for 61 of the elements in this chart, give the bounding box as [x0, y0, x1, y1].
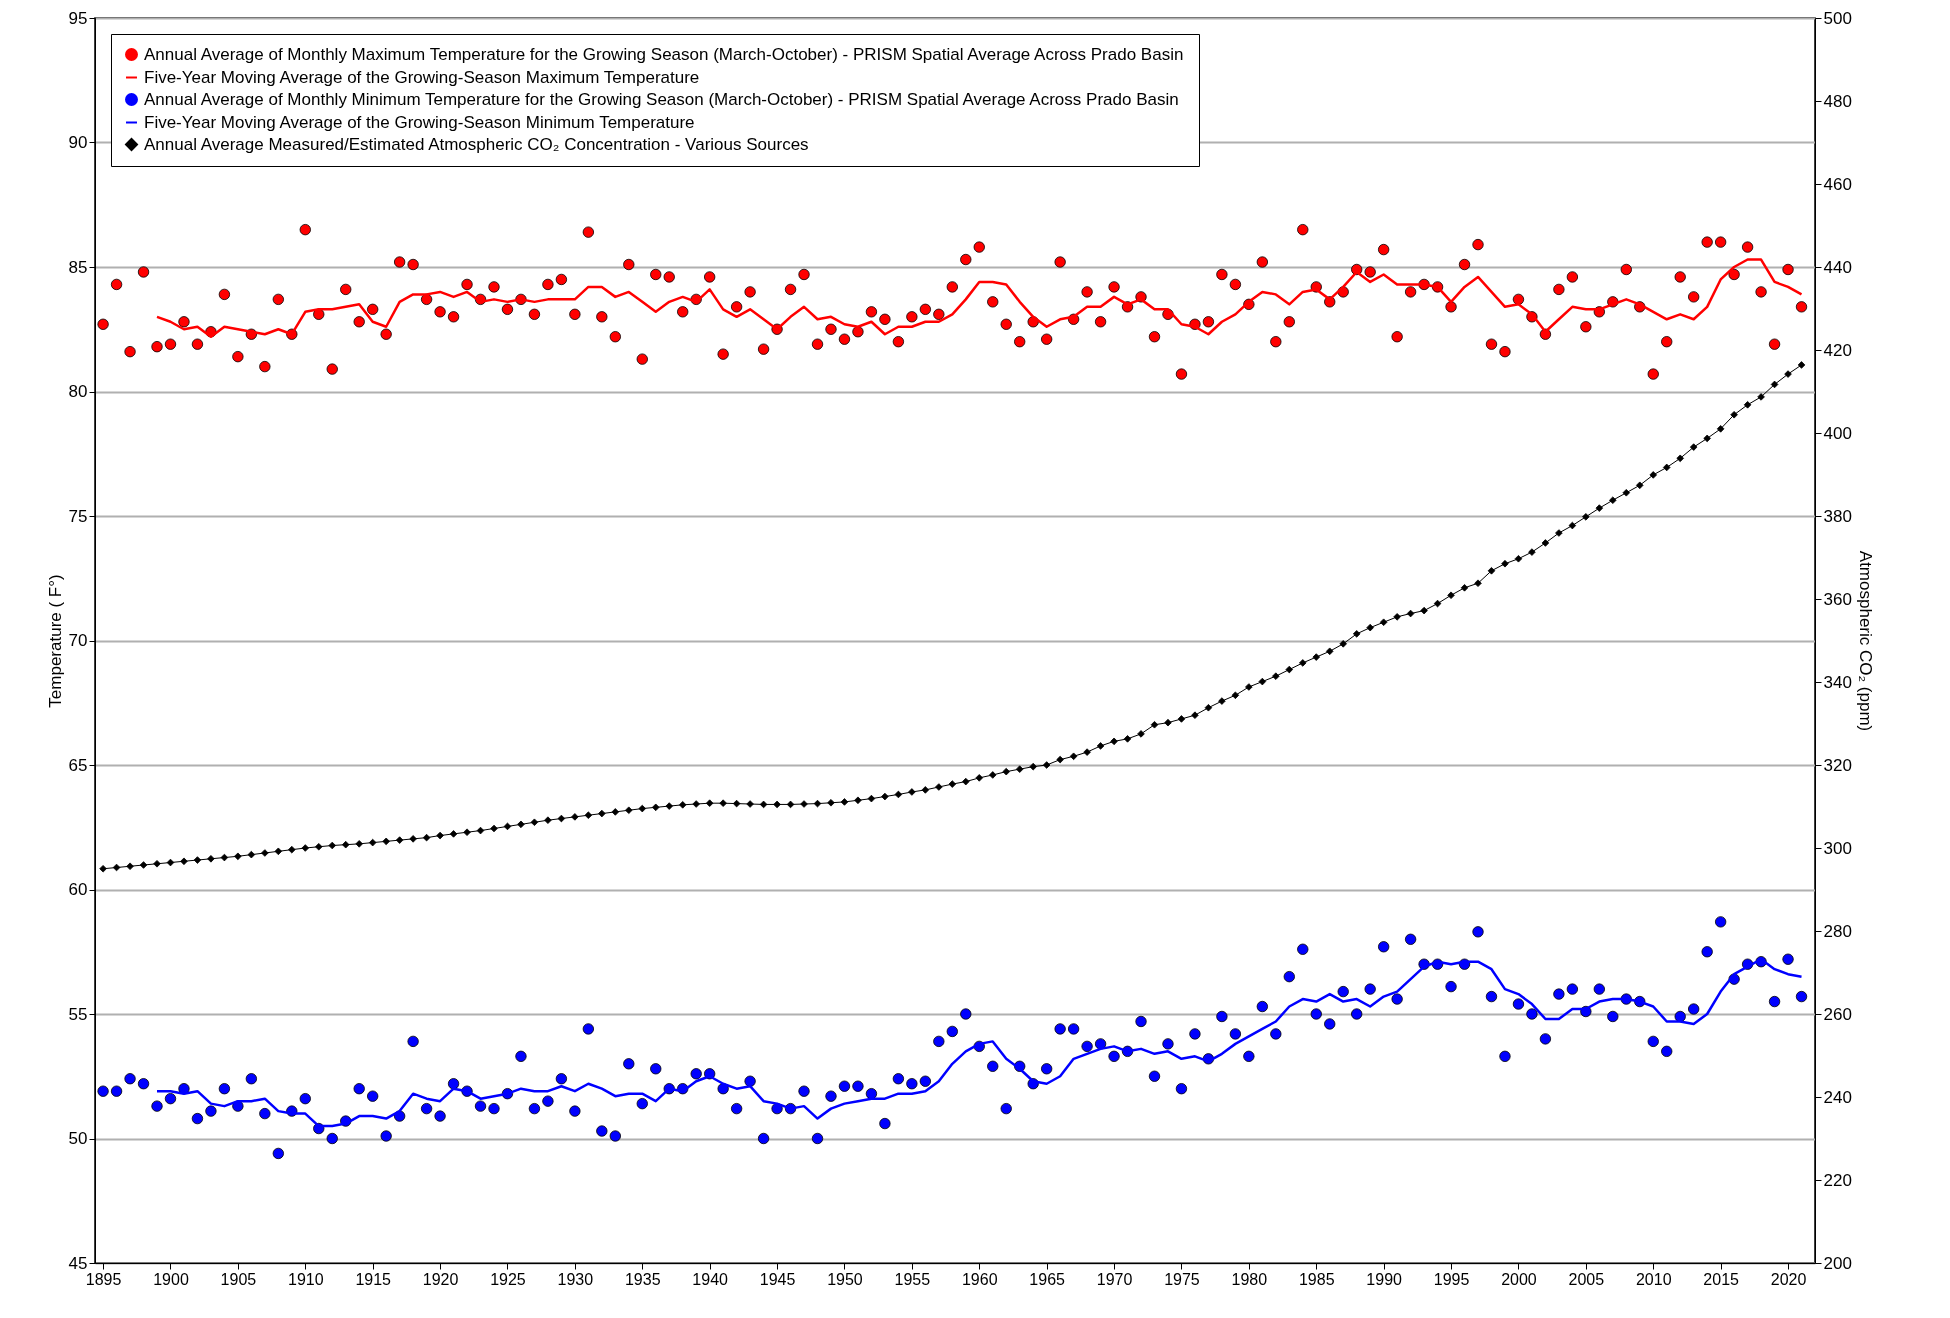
legend-label: Five-Year Moving Average of the Growing-Season Maximum Temperature — [144, 67, 700, 87]
y2-tick-label: 400 — [1823, 423, 1852, 443]
x-tick-label: 1940 — [692, 1270, 729, 1288]
legend-label: Annual Average of Monthly Minimum Temperature for the Growing Season (March-October) - PRISM Spatial Average Across Prado Basin — [144, 89, 1179, 109]
line-series — [155, 258, 1803, 338]
x-tick-label: 1980 — [1231, 1270, 1268, 1288]
x-tick-label: 1945 — [759, 1270, 796, 1288]
y2-tick-label: 440 — [1823, 257, 1852, 277]
x-tick-label: 1950 — [827, 1270, 863, 1288]
y2-axis-title: Atmospheric CO₂ (ppm) — [1855, 550, 1875, 732]
x-tick-label: 2000 — [1501, 1270, 1537, 1288]
y2-tick-label: 340 — [1823, 672, 1852, 692]
x-tick-label: 1985 — [1298, 1270, 1335, 1288]
x-tick-label: 1990 — [1366, 1270, 1403, 1288]
y-tick-label: 65 — [68, 755, 88, 775]
x-tick-label: 1955 — [894, 1270, 931, 1288]
x-tick-label: 1965 — [1029, 1270, 1066, 1288]
y2-tick-label: 480 — [1823, 91, 1852, 111]
x-tick-label: 1905 — [220, 1270, 257, 1288]
y-tick-label: 95 — [68, 8, 88, 28]
x-tick-label: 1960 — [961, 1270, 998, 1288]
x-tick-label: 1910 — [287, 1270, 324, 1288]
y-tick-label: 75 — [68, 506, 88, 526]
x-tick-label: 2010 — [1635, 1270, 1672, 1288]
y2-tick-label: 320 — [1823, 755, 1852, 775]
y2-tick-label: 260 — [1823, 1004, 1852, 1024]
x-tick-label: 1895 — [85, 1270, 122, 1288]
y2-tick-label: 380 — [1823, 506, 1852, 526]
legend-label: Annual Average Measured/Estimated Atmospheric CO₂ Concentration - Various Sources — [144, 134, 809, 154]
y-tick-label: 55 — [68, 1004, 88, 1024]
y2-tick-label: 200 — [1823, 1253, 1852, 1273]
x-tick-label: 2015 — [1703, 1270, 1740, 1288]
y2-tick-label: 240 — [1823, 1087, 1852, 1107]
x-tick-label: 2005 — [1568, 1270, 1605, 1288]
legend-label: Annual Average of Monthly Maximum Temperature for the Growing Season (March-October) - PRISM Spatial Average Across Prado Basin — [144, 44, 1184, 64]
y-tick-label: 80 — [68, 382, 88, 401]
x-tick-label: 1920 — [422, 1270, 459, 1288]
x-tick-label: 1935 — [624, 1270, 661, 1288]
x-tick-label: 2020 — [1770, 1270, 1807, 1288]
y-axis-title: Temperature ( F°) — [45, 574, 65, 708]
x-tick-label: 1970 — [1096, 1270, 1133, 1288]
x-tick-label: 1975 — [1164, 1270, 1200, 1288]
y2-tick-label: 420 — [1823, 340, 1852, 360]
x-tick-label: 1930 — [557, 1270, 594, 1288]
y2-tick-label: 500 — [1823, 8, 1852, 28]
x-tick-label: 1925 — [490, 1270, 526, 1288]
y2-tick-label: 220 — [1823, 1170, 1852, 1190]
y-tick-label: 50 — [68, 1129, 88, 1148]
y2-tick-label: 360 — [1823, 589, 1852, 609]
x-tick-label: 1915 — [355, 1270, 392, 1288]
legend-label: Five-Year Moving Average of the Growing-Season Minimum Temperature — [144, 112, 695, 132]
x-tick-label: 1900 — [153, 1270, 189, 1288]
x-tick-label: 1995 — [1433, 1270, 1470, 1288]
y-tick-label: 85 — [68, 257, 88, 277]
y-tick-label: 45 — [68, 1253, 88, 1273]
y2-tick-label: 280 — [1823, 921, 1852, 941]
y2-tick-label: 460 — [1823, 174, 1852, 194]
y-tick-label: 60 — [68, 880, 88, 899]
y-tick-label: 90 — [68, 133, 88, 152]
y2-tick-label: 300 — [1823, 838, 1852, 858]
y-tick-label: 70 — [68, 631, 88, 650]
